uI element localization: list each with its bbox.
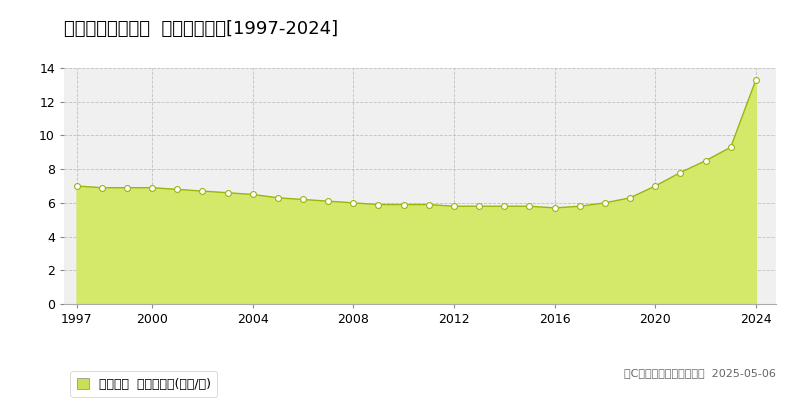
Point — [95, 184, 108, 191]
Point — [271, 195, 284, 201]
Point — [221, 190, 234, 196]
Point — [674, 169, 686, 176]
Legend: 基準地価  平均坪単価(万円/坪): 基準地価 平均坪単価(万円/坪) — [70, 371, 218, 397]
Point — [398, 201, 410, 208]
Point — [523, 203, 536, 210]
Point — [574, 203, 586, 210]
Point — [498, 203, 510, 210]
Point — [372, 201, 385, 208]
Point — [447, 203, 460, 210]
Point — [724, 144, 737, 150]
Point — [649, 183, 662, 189]
Point — [322, 198, 334, 204]
Point — [422, 201, 435, 208]
Point — [347, 200, 360, 206]
Point — [297, 196, 310, 203]
Point — [171, 186, 184, 192]
Point — [70, 183, 83, 189]
Point — [548, 205, 561, 211]
Point — [699, 158, 712, 164]
Point — [121, 184, 134, 191]
Point — [624, 195, 637, 201]
Text: 富良野市北の峰町  基準地価推移[1997-2024]: 富良野市北の峰町 基準地価推移[1997-2024] — [64, 20, 338, 38]
Point — [246, 191, 259, 198]
Text: （C）土地価格ドットコム  2025-05-06: （C）土地価格ドットコム 2025-05-06 — [624, 368, 776, 378]
Point — [473, 203, 486, 210]
Point — [146, 184, 158, 191]
Point — [598, 200, 611, 206]
Point — [196, 188, 209, 194]
Point — [750, 76, 762, 83]
